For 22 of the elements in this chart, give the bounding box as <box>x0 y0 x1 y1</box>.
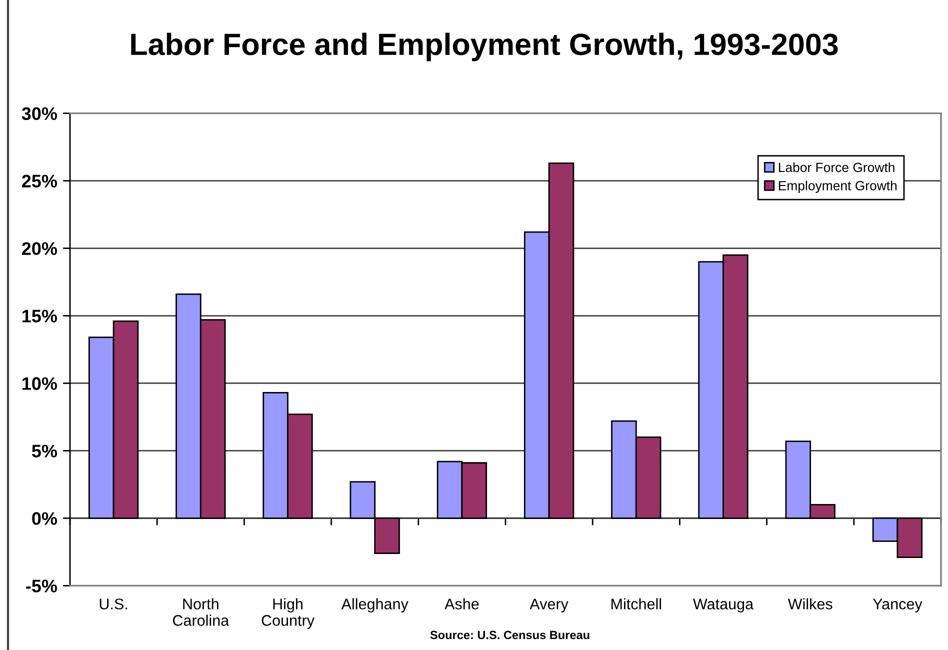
y-tick-label: -5% <box>26 580 58 592</box>
y-tick-label: 25% <box>22 174 58 188</box>
x-tick-label: Avery <box>530 598 568 612</box>
legend-label: Labor Force Growth <box>778 162 894 172</box>
x-tick-label: Alleghany <box>341 598 408 612</box>
x-tick-label: U.S. <box>100 598 128 610</box>
chart-title: Labor Force and Employment Growth, 1993-2003 <box>131 32 838 62</box>
x-tick-label: Wilkes <box>788 598 832 610</box>
x-tick-label: Ashe <box>444 598 479 610</box>
x-tick-label: Yancey <box>872 598 922 612</box>
x-tick-label: North Carolina <box>172 598 230 626</box>
y-tick-label: 10% <box>22 377 58 390</box>
legend-label: Employment Growth <box>778 180 897 193</box>
y-tick-label: 20% <box>22 242 58 255</box>
x-tick-label: Mitchell <box>612 598 662 610</box>
y-tick-label: 5% <box>32 444 58 458</box>
x-tick-label: High Country <box>262 598 314 629</box>
x-tick-label: Watauga <box>693 598 754 612</box>
y-tick-label: 30% <box>22 107 58 120</box>
y-tick-label: 15% <box>22 310 58 322</box>
y-tick-label: 0% <box>32 512 58 525</box>
source-note: Source: U.S. Census Bureau <box>430 630 590 640</box>
